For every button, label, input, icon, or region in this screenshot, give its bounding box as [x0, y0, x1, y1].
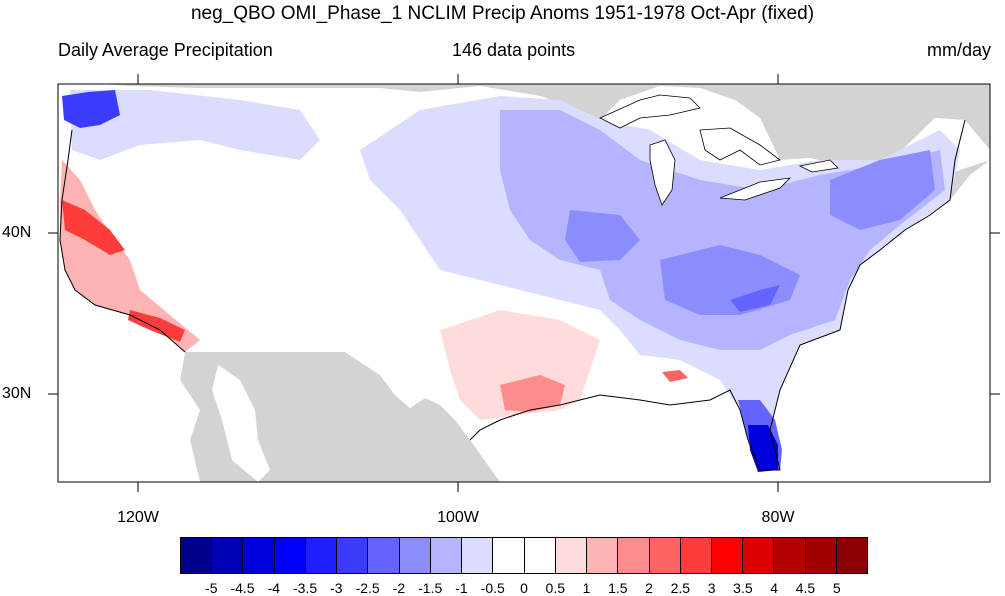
colorbar-label: 2.5	[670, 580, 691, 596]
colorbar-label: -1	[455, 580, 468, 596]
colorbar-box	[181, 538, 213, 573]
colorbar-box	[305, 538, 338, 573]
colorbar-label: -2.5	[355, 580, 380, 596]
colorbar-box	[524, 538, 556, 573]
subtitle-units: mm/day	[926, 40, 991, 60]
eastern-negative-medium	[500, 110, 945, 350]
colorbar-box	[774, 538, 806, 573]
colorbar-box	[399, 538, 431, 573]
pacific-ocean	[58, 84, 200, 482]
pacific-northwest-negative	[62, 90, 120, 128]
colorbar-box	[587, 538, 619, 573]
lat-label-40n: 40N	[2, 224, 32, 241]
colorbar-box	[836, 538, 868, 573]
appalachian-negative	[730, 285, 780, 312]
northwest-negative-light	[70, 90, 320, 160]
colorbar-label: -4	[267, 580, 281, 596]
colorbar-box	[805, 538, 837, 573]
colorbar-box	[618, 538, 650, 573]
texas-positive	[500, 375, 565, 412]
colorbar-box	[649, 538, 681, 573]
colorbar-label: -0.5	[480, 580, 505, 596]
colorbar	[180, 537, 868, 574]
subtitle-center: 146 data points	[452, 40, 576, 60]
lon-label-100w: 100W	[437, 509, 479, 526]
ohio-valley-negative	[565, 210, 640, 262]
lake-ontario	[798, 159, 839, 173]
colorbar-label: -3	[330, 580, 343, 596]
colorbar-label: 3.5	[733, 580, 753, 596]
louisiana-positive	[662, 370, 688, 382]
lake-huron	[699, 127, 781, 166]
colorbar-label: 1.5	[608, 580, 628, 596]
colorbar-box	[368, 538, 400, 573]
florida-strong-negative	[748, 425, 778, 472]
colorbar-box	[743, 538, 775, 573]
colorbar-label: 3	[707, 580, 716, 596]
colorbar-label: 0	[520, 580, 528, 596]
subtitle-left: Daily Average Precipitation	[58, 40, 273, 60]
colorbar-box	[430, 538, 463, 573]
socal-positive	[128, 310, 185, 342]
lake-erie	[719, 177, 792, 201]
coastline	[59, 119, 966, 471]
colorbar-box	[680, 538, 712, 573]
map-frame	[57, 83, 991, 483]
colorbar-box	[274, 538, 306, 573]
colorbar-box	[493, 538, 525, 573]
colorbar-label: 4.5	[795, 580, 816, 596]
lon-label-120w: 120W	[117, 509, 159, 526]
colorbar-label: -2	[392, 580, 406, 596]
colorbar-box	[337, 538, 369, 573]
lat-label-30n: 30N	[2, 385, 32, 402]
colorbar-box	[212, 538, 244, 573]
gulf-of-california	[212, 365, 270, 482]
colorbar-box	[711, 538, 744, 573]
lake-superior	[599, 94, 701, 129]
colorbar-box	[243, 538, 275, 573]
colorbar-box	[462, 538, 494, 573]
atlantic-ocean	[840, 160, 990, 330]
map-title: neg_QBO OMI_Phase_1 NCLIM Precip Anoms 1…	[190, 3, 815, 24]
colorbar-label: -3.5	[293, 580, 318, 596]
california-positive	[62, 200, 125, 255]
colorbar-box	[555, 538, 588, 573]
colorbar-label: 1	[582, 580, 591, 596]
lake-michigan	[649, 139, 676, 206]
lon-label-80w: 80W	[761, 509, 795, 526]
colorbar-label: 5	[832, 580, 841, 596]
colorbar-label: 2	[645, 580, 653, 596]
colorbar-label: 0.5	[545, 580, 565, 596]
colorbar-label: 4	[770, 580, 779, 596]
axis-ticks	[48, 74, 1000, 492]
colorbar-label: -4.5	[230, 580, 255, 596]
colorbar-label: -1.5	[418, 580, 443, 596]
canada-land	[58, 84, 990, 170]
gulf-ocean	[470, 280, 990, 482]
northeast-negative	[830, 150, 935, 230]
california-positive-light	[60, 160, 200, 352]
colorbar-label: -5	[205, 580, 218, 596]
